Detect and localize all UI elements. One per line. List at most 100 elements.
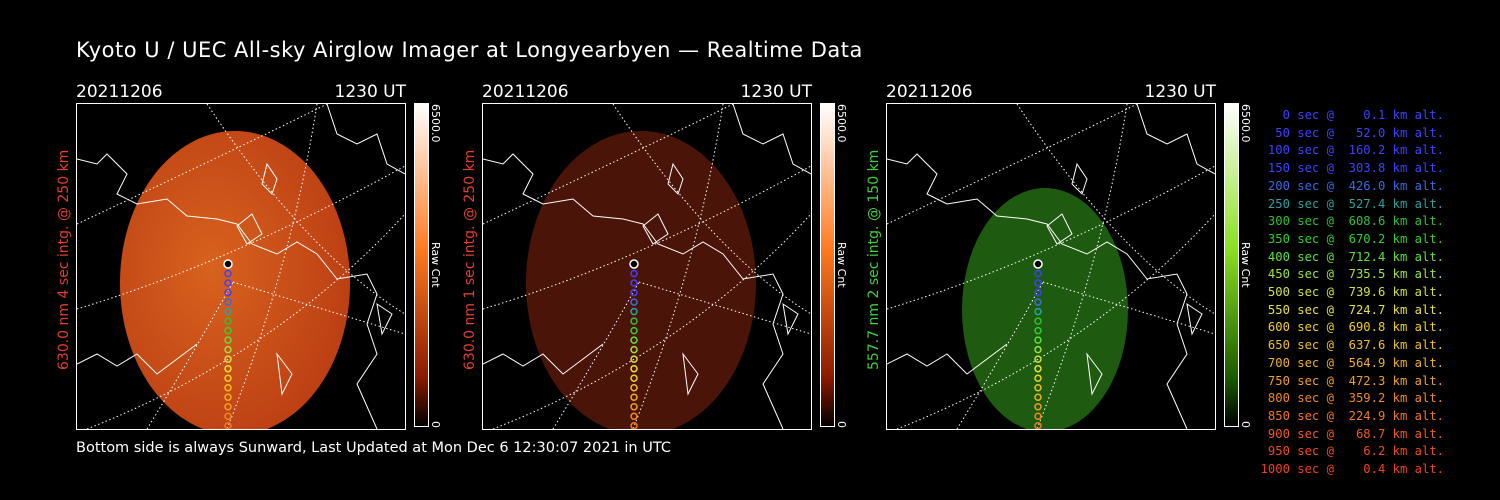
legend-row: 150 sec @ 303.8 km alt.: [1267, 161, 1444, 176]
trajectory-point: [630, 374, 638, 382]
colorbar-unit-label: Raw Cnt: [1239, 242, 1252, 288]
trajectory-point: [1034, 355, 1042, 363]
trajectory-point: [223, 259, 233, 269]
panel-time: 1230 UT: [1144, 82, 1217, 102]
trajectory-point: [630, 307, 638, 316]
colorbar: [1224, 103, 1239, 427]
trajectory-point: [1034, 269, 1042, 278]
trajectory-point: [224, 298, 232, 306]
trajectory-point: [224, 269, 232, 278]
legend-row: 700 sec @ 564.9 km alt.: [1267, 355, 1444, 370]
airglow-field: [526, 131, 756, 429]
trajectory-point: [224, 345, 232, 354]
trajectory-point: [224, 383, 232, 392]
colorbar-unit-label: Raw Cnt: [429, 242, 442, 288]
trajectory-point: [630, 412, 638, 421]
imager-panel-557-2s: 20211206 1230 UT: [886, 82, 1216, 432]
trajectory-point: [1034, 298, 1042, 306]
trajectory-point: [1034, 422, 1042, 429]
trajectory-point: [1034, 279, 1042, 287]
trajectory-point: [224, 307, 232, 316]
trajectory: [629, 259, 639, 429]
airglow-field: [120, 131, 350, 429]
trajectory-point: [630, 269, 638, 278]
panel-time: 1230 UT: [334, 82, 407, 102]
legend-row: 200 sec @ 426.0 km alt.: [1267, 178, 1444, 193]
colorbar-max-label: 6500.0: [429, 104, 442, 143]
trajectory-point: [630, 288, 638, 297]
panel-ylabel: 557.7 nm 2 sec intg. @ 150 km: [866, 149, 882, 370]
colorbar-max-label: 6500.0: [835, 104, 848, 143]
trajectory-point: [224, 403, 232, 411]
trajectory-point: [630, 422, 638, 429]
trajectory-point: [224, 355, 232, 363]
trajectory-point: [224, 326, 232, 335]
trajectory-point: [1034, 383, 1042, 392]
panel-date: 20211206: [482, 82, 569, 102]
trajectory-point: [1034, 345, 1042, 354]
trajectory-point: [1034, 364, 1042, 373]
legend-row: 1000 sec @ 0.4 km alt.: [1260, 462, 1444, 477]
trajectory-point: [629, 259, 639, 269]
colorbar: [820, 103, 835, 427]
trajectory-point: [1034, 336, 1042, 344]
legend-row: 950 sec @ 6.2 km alt.: [1267, 444, 1444, 459]
allsky-image-frame: [886, 103, 1216, 430]
graticule: [77, 104, 405, 429]
coastline: [483, 104, 811, 429]
legend-row: 850 sec @ 224.9 km alt.: [1267, 408, 1444, 423]
legend-row: 400 sec @ 712.4 km alt.: [1267, 249, 1444, 264]
panel-date: 20211206: [886, 82, 973, 102]
allsky-image: [887, 104, 1215, 429]
graticule: [887, 104, 1215, 429]
trajectory-point: [630, 393, 638, 401]
graticule: [483, 104, 811, 429]
allsky-image-frame: [76, 103, 406, 430]
legend-row: 300 sec @ 608.6 km alt.: [1267, 214, 1444, 229]
colorbar: [414, 103, 429, 427]
trajectory-point: [1034, 393, 1042, 401]
trajectory-point: [224, 364, 232, 373]
trajectory-point: [224, 412, 232, 421]
colorbar-min-label: 0: [1239, 421, 1252, 428]
imager-panel-630-1s: 20211206 1230 UT: [482, 82, 812, 432]
allsky-image: [77, 104, 405, 429]
trajectory-point: [630, 326, 638, 335]
legend-row: 800 sec @ 359.2 km alt.: [1267, 391, 1444, 406]
trajectory-point: [1034, 412, 1042, 421]
trajectory-point: [630, 336, 638, 344]
trajectory-point: [224, 393, 232, 401]
imager-panel-630-4s: 20211206 1230 UT: [76, 82, 406, 432]
allsky-image-frame: [482, 103, 812, 430]
trajectory-point: [630, 403, 638, 411]
legend-row: 350 sec @ 670.2 km alt.: [1267, 231, 1444, 246]
trajectory-point: [630, 345, 638, 354]
trajectory-point: [224, 374, 232, 382]
trajectory-point: [224, 288, 232, 297]
panel-date: 20211206: [76, 82, 163, 102]
panel-time: 1230 UT: [740, 82, 813, 102]
trajectory: [223, 259, 233, 429]
trajectory-point: [1033, 259, 1043, 269]
trajectory-point: [630, 355, 638, 363]
legend-row: 450 sec @ 735.5 km alt.: [1267, 267, 1444, 282]
coastline: [887, 104, 1215, 429]
legend-row: 600 sec @ 690.8 km alt.: [1267, 320, 1444, 335]
trajectory-point: [630, 317, 638, 325]
panel-ylabel: 630.0 nm 1 sec intg. @ 250 km: [462, 149, 478, 370]
trajectory-point: [630, 279, 638, 287]
legend-row: 750 sec @ 472.3 km alt.: [1267, 373, 1444, 388]
legend-row: 900 sec @ 68.7 km alt.: [1267, 426, 1444, 441]
trajectory-point: [1034, 288, 1042, 297]
trajectory-point: [224, 422, 232, 429]
altitude-time-legend: 0 sec @ 0.1 km alt. 50 sec @ 52.0 km alt.…: [1256, 107, 1444, 479]
trajectory-point: [1034, 326, 1042, 335]
legend-row: 250 sec @ 527.4 km alt.: [1267, 196, 1444, 211]
trajectory-point: [224, 317, 232, 325]
colorbar-unit-label: Raw Cnt: [835, 242, 848, 288]
airglow-field: [962, 188, 1128, 429]
legend-row: 500 sec @ 739.6 km alt.: [1267, 285, 1444, 300]
legend-row: 0 sec @ 0.1 km alt.: [1282, 108, 1444, 122]
coastline: [77, 104, 405, 429]
trajectory-point: [224, 279, 232, 287]
